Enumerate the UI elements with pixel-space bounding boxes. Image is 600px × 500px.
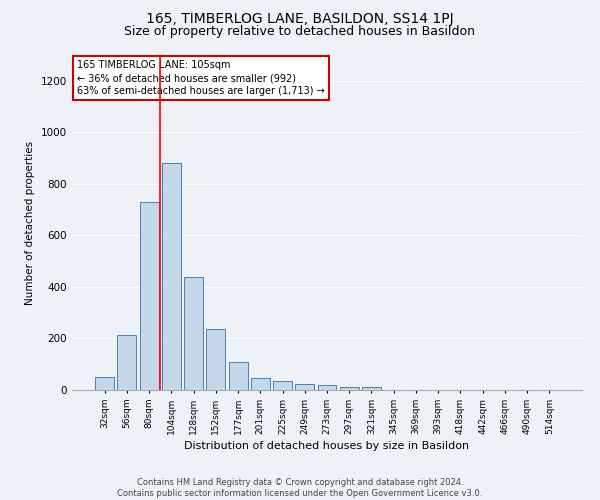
Bar xyxy=(162,163,181,390)
Bar xyxy=(95,377,114,390)
Bar xyxy=(140,202,158,390)
Text: 165, TIMBERLOG LANE, BASILDON, SS14 1PJ: 165, TIMBERLOG LANE, BASILDON, SS14 1PJ xyxy=(146,12,454,26)
X-axis label: Distribution of detached houses by size in Basildon: Distribution of detached houses by size … xyxy=(184,441,470,451)
Y-axis label: Number of detached properties: Number of detached properties xyxy=(25,140,35,304)
Bar xyxy=(229,362,248,390)
Bar xyxy=(118,334,136,390)
Bar xyxy=(273,381,292,390)
Bar xyxy=(184,276,203,390)
Bar xyxy=(340,388,359,390)
Text: 165 TIMBERLOG LANE: 105sqm
← 36% of detached houses are smaller (992)
63% of sem: 165 TIMBERLOG LANE: 105sqm ← 36% of deta… xyxy=(77,60,325,96)
Bar xyxy=(206,330,225,390)
Bar xyxy=(251,378,270,390)
Bar xyxy=(295,384,314,390)
Text: Size of property relative to detached houses in Basildon: Size of property relative to detached ho… xyxy=(125,25,476,38)
Text: Contains HM Land Registry data © Crown copyright and database right 2024.
Contai: Contains HM Land Registry data © Crown c… xyxy=(118,478,482,498)
Bar xyxy=(317,385,337,390)
Bar xyxy=(362,388,381,390)
